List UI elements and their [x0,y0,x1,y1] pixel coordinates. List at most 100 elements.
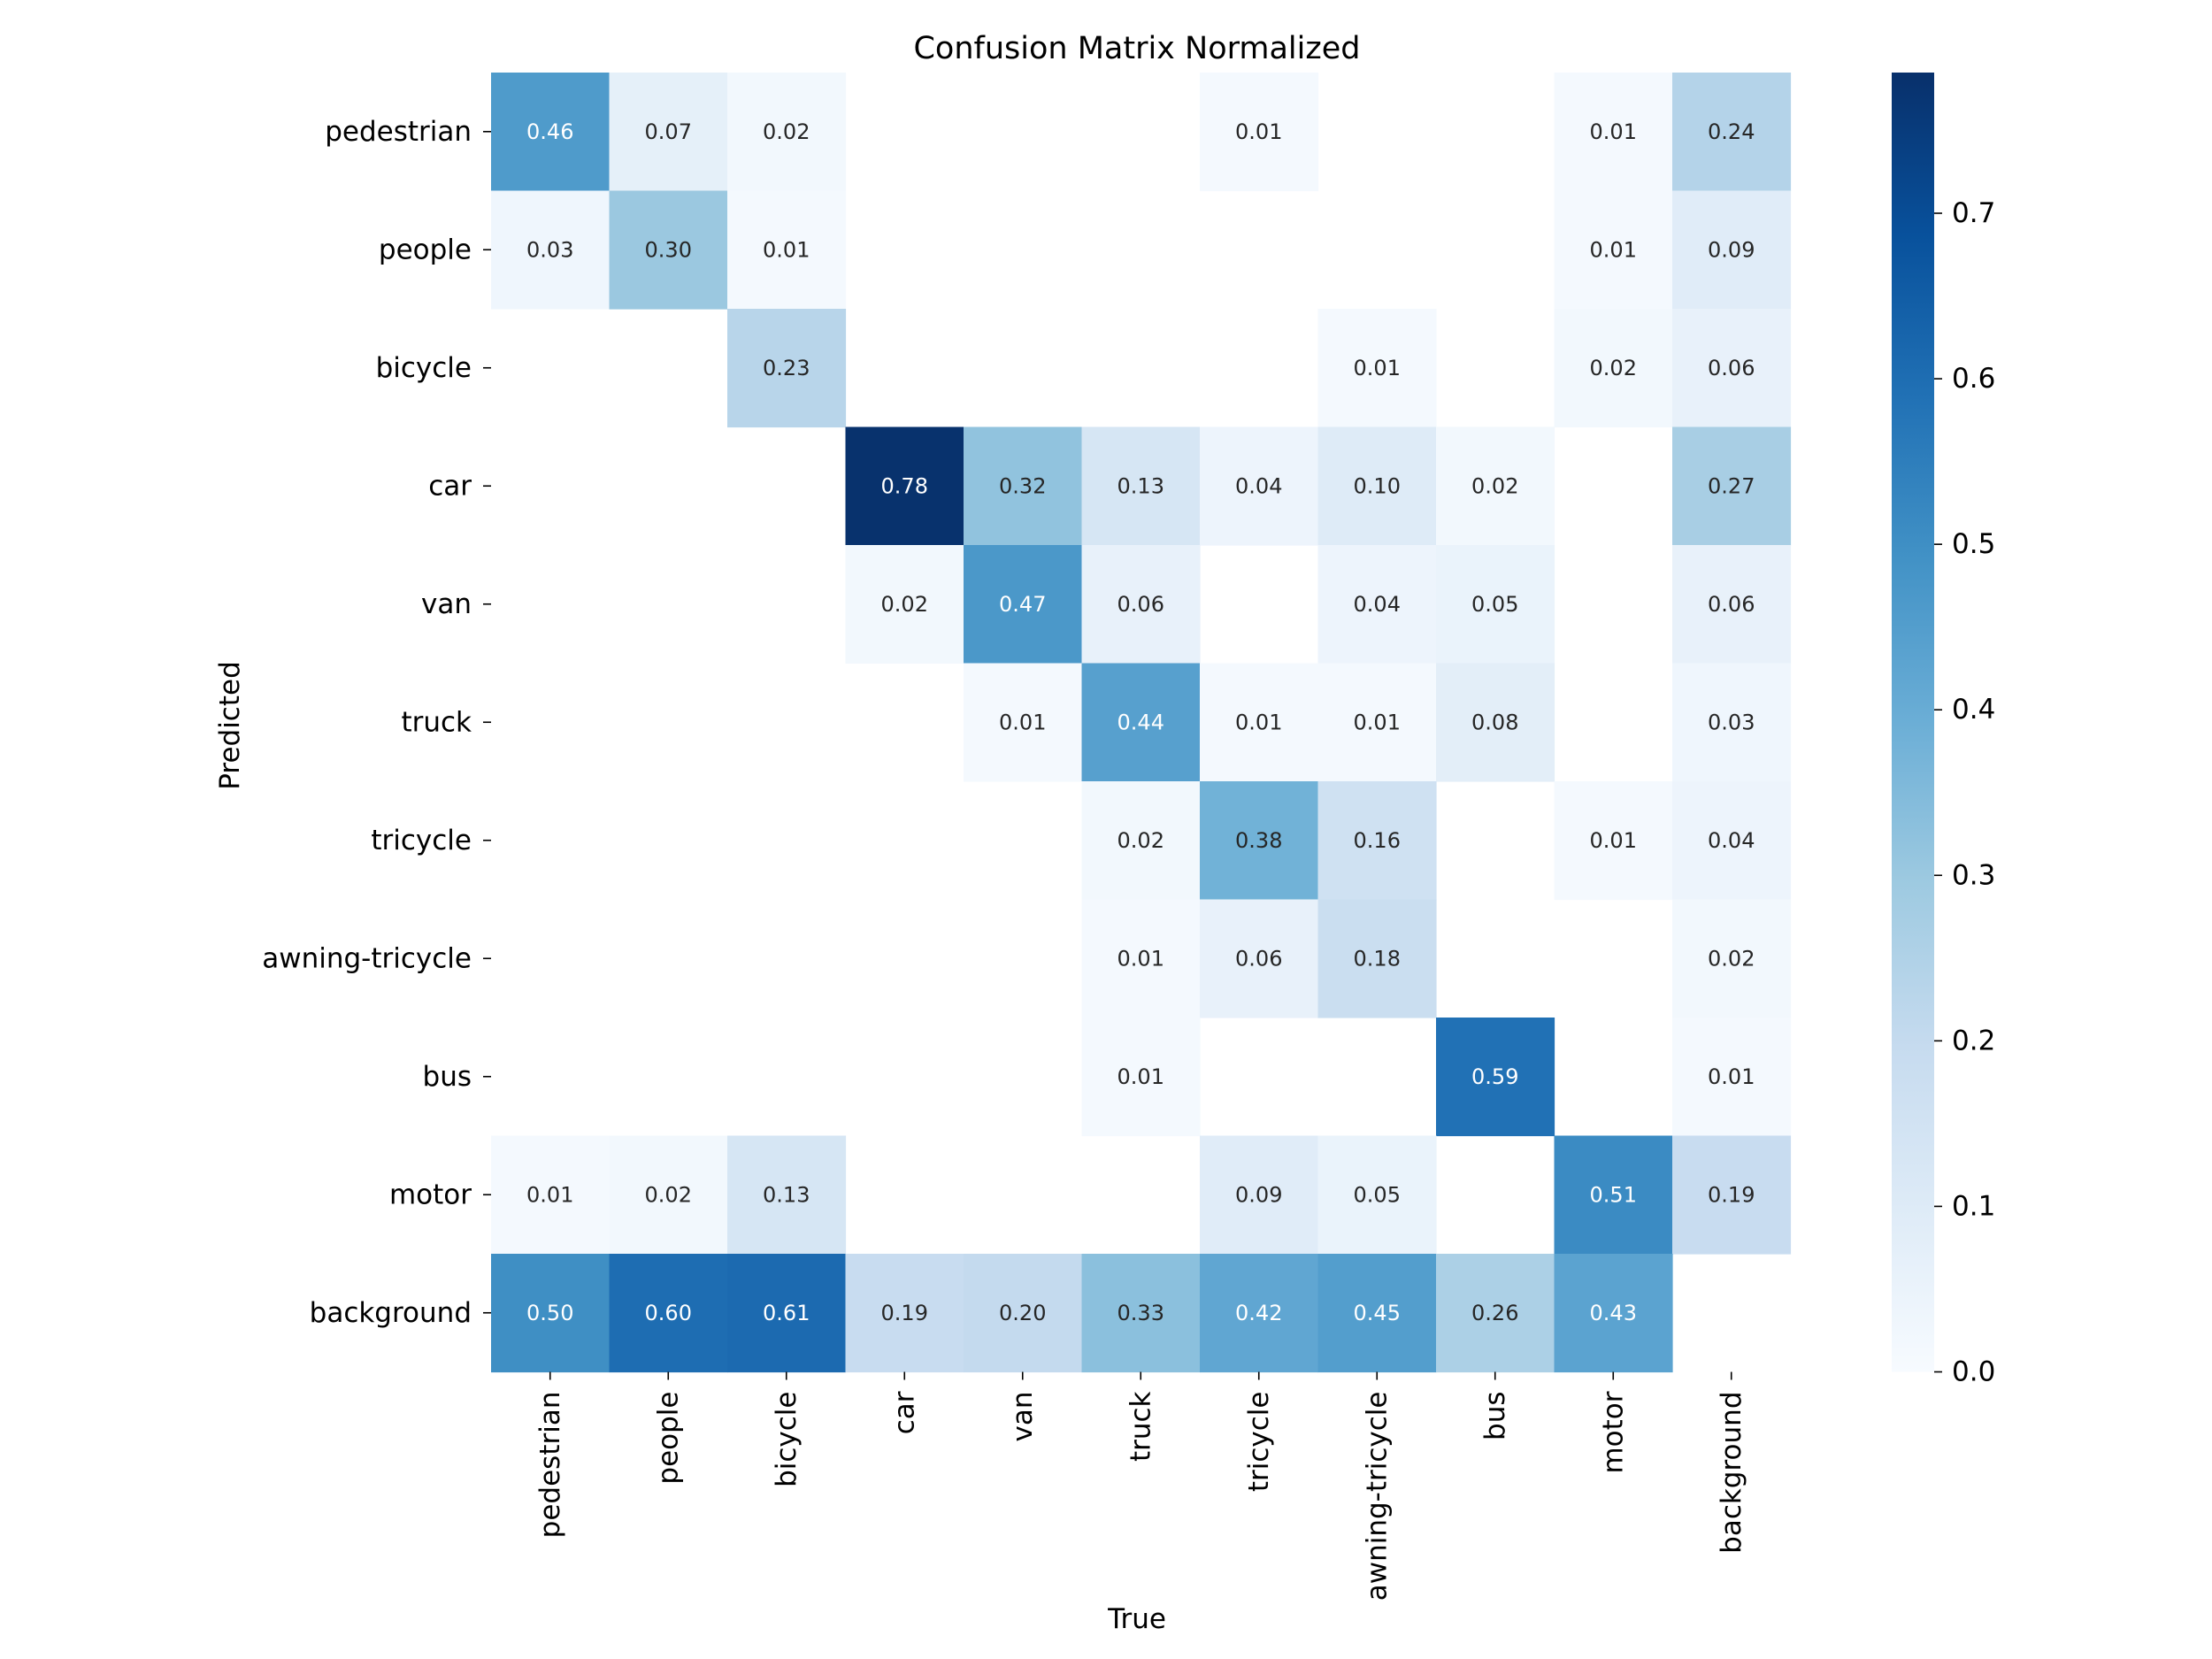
cell-value-label: 0.30 [645,237,692,262]
cell-value-label: 0.09 [1235,1182,1282,1207]
heatmap-cell [964,545,1083,664]
heatmap-cell [1436,545,1555,664]
heatmap-cell [1672,899,1792,1018]
cell-value-label: 0.50 [526,1301,573,1325]
heatmap-cell [491,73,611,192]
y-tick-label: pedestrian [325,116,472,148]
heatmap-cell [1200,781,1319,901]
x-tick-label: awning-tricycle [1361,1392,1393,1601]
y-tick-label: truck [401,706,472,738]
heatmap-cell [1081,545,1201,664]
y-tick-label: bus [423,1061,472,1093]
heatmap-cell [491,190,611,310]
heatmap-cell [609,1135,728,1255]
cell-value-label: 0.01 [1590,119,1637,144]
cell-value-label: 0.78 [881,473,928,498]
cell-value-label: 0.26 [1471,1301,1518,1325]
heatmap-cell [1317,899,1437,1018]
colorbar [1892,73,1934,1372]
y-tick-label: people [379,234,472,265]
heatmap-cell [1554,190,1673,310]
cell-value-label: 0.23 [763,356,810,380]
heatmap-cell [1672,426,1792,546]
cell-value-label: 0.01 [999,710,1046,734]
heatmap-cell [1554,1254,1673,1373]
y-tick-label: background [310,1297,472,1329]
y-tick-label: van [421,588,472,620]
heatmap-cell [1081,426,1201,546]
x-tick-label: tricycle [1243,1392,1275,1493]
heatmap-cell [1554,781,1673,901]
cell-value-label: 0.43 [1590,1301,1637,1325]
heatmap-cell [1672,73,1792,192]
cell-value-label: 0.13 [1118,473,1164,498]
cell-value-label: 0.09 [1708,237,1755,262]
cell-value-label: 0.45 [1354,1301,1401,1325]
cell-value-label: 0.01 [1118,946,1164,971]
cell-value-label: 0.04 [1708,828,1755,853]
x-axis-label: True [1107,1603,1166,1635]
cell-value-label: 0.07 [645,119,692,144]
chart-title: Confusion Matrix Normalized [913,31,1360,66]
cell-value-label: 0.51 [1590,1182,1637,1207]
heatmap-cell [1317,1135,1437,1255]
cell-value-label: 0.24 [1708,119,1755,144]
x-tick-label: van [1007,1392,1039,1442]
cell-value-label: 0.01 [1590,828,1637,853]
heatmap-cell [1672,545,1792,664]
heatmap-cell [1672,663,1792,782]
cell-value-label: 0.01 [1708,1064,1755,1089]
heatmap-cell [1436,1254,1555,1373]
heatmap-cell [727,190,847,310]
cell-value-label: 0.42 [1235,1301,1282,1325]
x-tick-label: motor [1597,1391,1629,1473]
heatmap-cell [1317,1254,1437,1373]
cell-value-label: 0.38 [1235,828,1282,853]
cell-value-label: 0.47 [999,592,1046,617]
cell-value-label: 0.01 [1235,710,1282,734]
heatmap-cell [964,426,1083,546]
y-tick-label: bicycle [376,352,472,384]
heatmap-cell [609,1254,728,1373]
heatmap-cell [1200,899,1319,1018]
colorbar-tick-label: 0.2 [1952,1025,1995,1056]
heatmap-cell [491,1135,611,1255]
cell-value-label: 0.06 [1708,356,1755,380]
heatmap-cell [1672,190,1792,310]
cell-value-label: 0.01 [1354,356,1401,380]
y-tick-label: awning-tricycle [262,942,472,974]
heatmap-cell [1672,1018,1792,1137]
cell-value-label: 0.06 [1708,592,1755,617]
heatmap-cell [727,1254,847,1373]
cell-value-label: 0.05 [1471,592,1518,617]
cell-value-label: 0.18 [1354,946,1401,971]
heatmap-cell [1317,663,1437,782]
heatmap-cell [1200,426,1319,546]
heatmap-cell [609,190,728,310]
cell-value-label: 0.32 [999,473,1046,498]
heatmap-cell [845,1254,964,1373]
cell-value-label: 0.02 [763,119,810,144]
heatmap-cell [1672,1135,1792,1255]
heatmap-cell [1554,1135,1673,1255]
colorbar-tick-label: 0.7 [1952,197,1995,229]
cell-value-label: 0.16 [1354,828,1401,853]
colorbar-tick-label: 0.6 [1952,363,1995,395]
heatmap-cell [1200,1254,1319,1373]
cell-value-label: 0.04 [1354,592,1401,617]
heatmap-cell [1317,545,1437,664]
x-tick-label: pedestrian [534,1392,566,1539]
y-tick-label: motor [389,1179,472,1210]
heatmap-cell [964,1254,1083,1373]
y-tick-label: car [428,470,472,502]
heatmap-cell [1436,1018,1555,1137]
x-tick-label: bicycle [771,1392,803,1487]
y-tick-label: tricycle [371,825,472,856]
cell-value-label: 0.06 [1235,946,1282,971]
heatmap-cell [1436,663,1555,782]
cell-value-label: 0.02 [1471,473,1518,498]
cell-value-label: 0.61 [763,1301,810,1325]
cell-value-label: 0.05 [1354,1182,1401,1207]
heatmap-cell [1081,781,1201,901]
